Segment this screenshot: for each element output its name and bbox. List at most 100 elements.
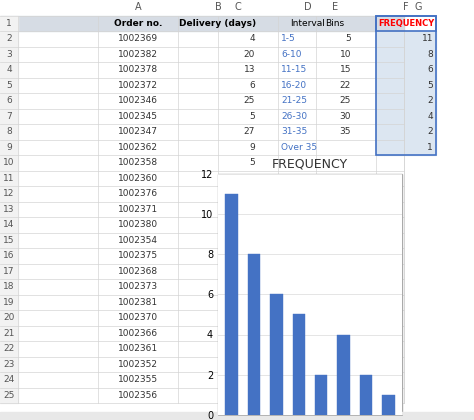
Text: 14: 14 <box>244 189 255 198</box>
Text: 1002371: 1002371 <box>118 205 158 214</box>
Text: 25: 25 <box>3 391 15 400</box>
Text: 11: 11 <box>3 174 15 183</box>
Text: 15: 15 <box>3 236 15 245</box>
Bar <box>0 233 18 248</box>
Text: Interval: Interval <box>291 19 326 28</box>
Text: 1002373: 1002373 <box>118 282 158 291</box>
Text: 1002362: 1002362 <box>118 143 158 152</box>
Text: 3: 3 <box>6 50 12 59</box>
Text: 4: 4 <box>6 65 12 74</box>
Bar <box>0 16 404 31</box>
Text: 40: 40 <box>244 344 255 353</box>
Bar <box>360 375 372 415</box>
Text: 4: 4 <box>249 34 255 43</box>
Bar <box>0 78 18 93</box>
Text: 1002380: 1002380 <box>118 220 158 229</box>
Text: 12: 12 <box>244 375 255 384</box>
Text: 17: 17 <box>244 174 255 183</box>
Text: Delivery (days): Delivery (days) <box>180 19 256 28</box>
Text: 1002354: 1002354 <box>118 236 158 245</box>
Text: 10: 10 <box>339 50 351 59</box>
Text: 2: 2 <box>6 34 12 43</box>
Bar <box>0 124 18 139</box>
Bar <box>270 294 283 415</box>
Bar <box>383 395 395 415</box>
Bar <box>376 31 436 47</box>
Text: 1002382: 1002382 <box>118 50 158 59</box>
Bar <box>0 326 18 341</box>
Bar <box>0 372 18 388</box>
Bar <box>0 279 18 294</box>
Text: C: C <box>235 2 241 12</box>
Bar <box>376 16 436 31</box>
Text: 2: 2 <box>428 127 433 136</box>
Bar <box>218 173 402 415</box>
Bar <box>376 16 436 155</box>
Text: 23: 23 <box>244 298 255 307</box>
Text: 6: 6 <box>427 65 433 74</box>
Bar <box>0 388 18 403</box>
Text: 11-15: 11-15 <box>281 65 307 74</box>
Text: B: B <box>215 2 221 12</box>
Text: 1002375: 1002375 <box>118 251 158 260</box>
Text: 10: 10 <box>3 158 15 167</box>
Bar <box>376 47 436 62</box>
Bar <box>0 47 18 62</box>
Title: FREQUENCY: FREQUENCY <box>272 158 348 171</box>
Bar <box>0 412 474 420</box>
Bar <box>0 16 18 31</box>
Bar <box>0 294 18 310</box>
Bar <box>0 202 18 217</box>
Text: 8: 8 <box>6 127 12 136</box>
Text: 6: 6 <box>6 96 12 105</box>
Text: 14: 14 <box>3 220 15 229</box>
Bar <box>0 357 18 372</box>
Text: 1002366: 1002366 <box>118 329 158 338</box>
Text: 13: 13 <box>244 65 255 74</box>
Text: 17: 17 <box>244 267 255 276</box>
Bar <box>0 186 18 202</box>
Text: 25: 25 <box>244 96 255 105</box>
Bar <box>315 375 328 415</box>
Text: 28: 28 <box>244 282 255 291</box>
Text: 23: 23 <box>3 360 15 369</box>
Text: 9: 9 <box>249 143 255 152</box>
Text: 13: 13 <box>244 220 255 229</box>
Bar <box>0 341 18 357</box>
Bar <box>0 93 18 108</box>
Text: 25: 25 <box>340 96 351 105</box>
Bar <box>0 217 18 233</box>
Text: 1-5: 1-5 <box>281 34 296 43</box>
Bar <box>0 310 18 326</box>
Text: 5: 5 <box>345 34 351 43</box>
Text: 1002358: 1002358 <box>118 158 158 167</box>
Text: 20: 20 <box>3 313 15 322</box>
Text: 9: 9 <box>6 143 12 152</box>
Text: 5: 5 <box>427 81 433 90</box>
Text: 22: 22 <box>340 81 351 90</box>
Bar <box>0 31 18 47</box>
Text: 35: 35 <box>339 127 351 136</box>
Text: 19: 19 <box>3 298 15 307</box>
Text: 17: 17 <box>3 267 15 276</box>
Bar <box>292 315 305 415</box>
Text: 1002346: 1002346 <box>118 96 158 105</box>
Bar <box>0 108 18 124</box>
Text: 1002368: 1002368 <box>118 267 158 276</box>
Text: 6-10: 6-10 <box>281 50 301 59</box>
Bar <box>337 334 350 415</box>
Text: 26: 26 <box>244 329 255 338</box>
Text: 24: 24 <box>3 375 15 384</box>
Text: 31-35: 31-35 <box>281 127 307 136</box>
Text: 15: 15 <box>339 65 351 74</box>
Text: 1002369: 1002369 <box>118 34 158 43</box>
Text: D: D <box>304 2 312 12</box>
Text: 16: 16 <box>3 251 15 260</box>
Text: 1002381: 1002381 <box>118 298 158 307</box>
Bar <box>0 155 18 171</box>
Text: 1002376: 1002376 <box>118 189 158 198</box>
Text: 18: 18 <box>3 282 15 291</box>
Text: 6: 6 <box>249 81 255 90</box>
Bar <box>225 194 237 415</box>
Text: 1002345: 1002345 <box>118 112 158 121</box>
